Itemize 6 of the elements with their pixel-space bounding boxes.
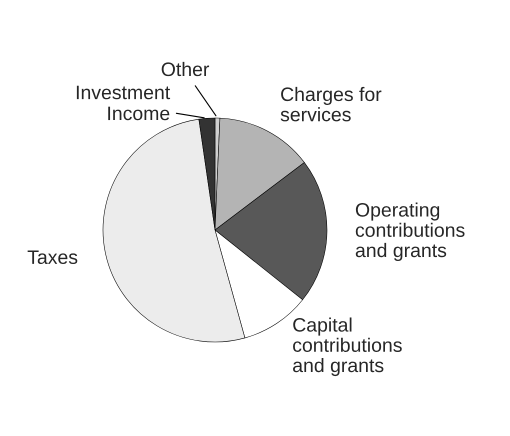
slice-label: Charges for services (280, 86, 382, 122)
slice-label: Operating contributions and grants (356, 202, 465, 262)
slice-label: Capital contributions and grants (293, 317, 402, 376)
slice-label: Other (162, 62, 210, 76)
slice-label: Investment Income (76, 86, 170, 120)
slice-label: Taxes (28, 250, 78, 264)
